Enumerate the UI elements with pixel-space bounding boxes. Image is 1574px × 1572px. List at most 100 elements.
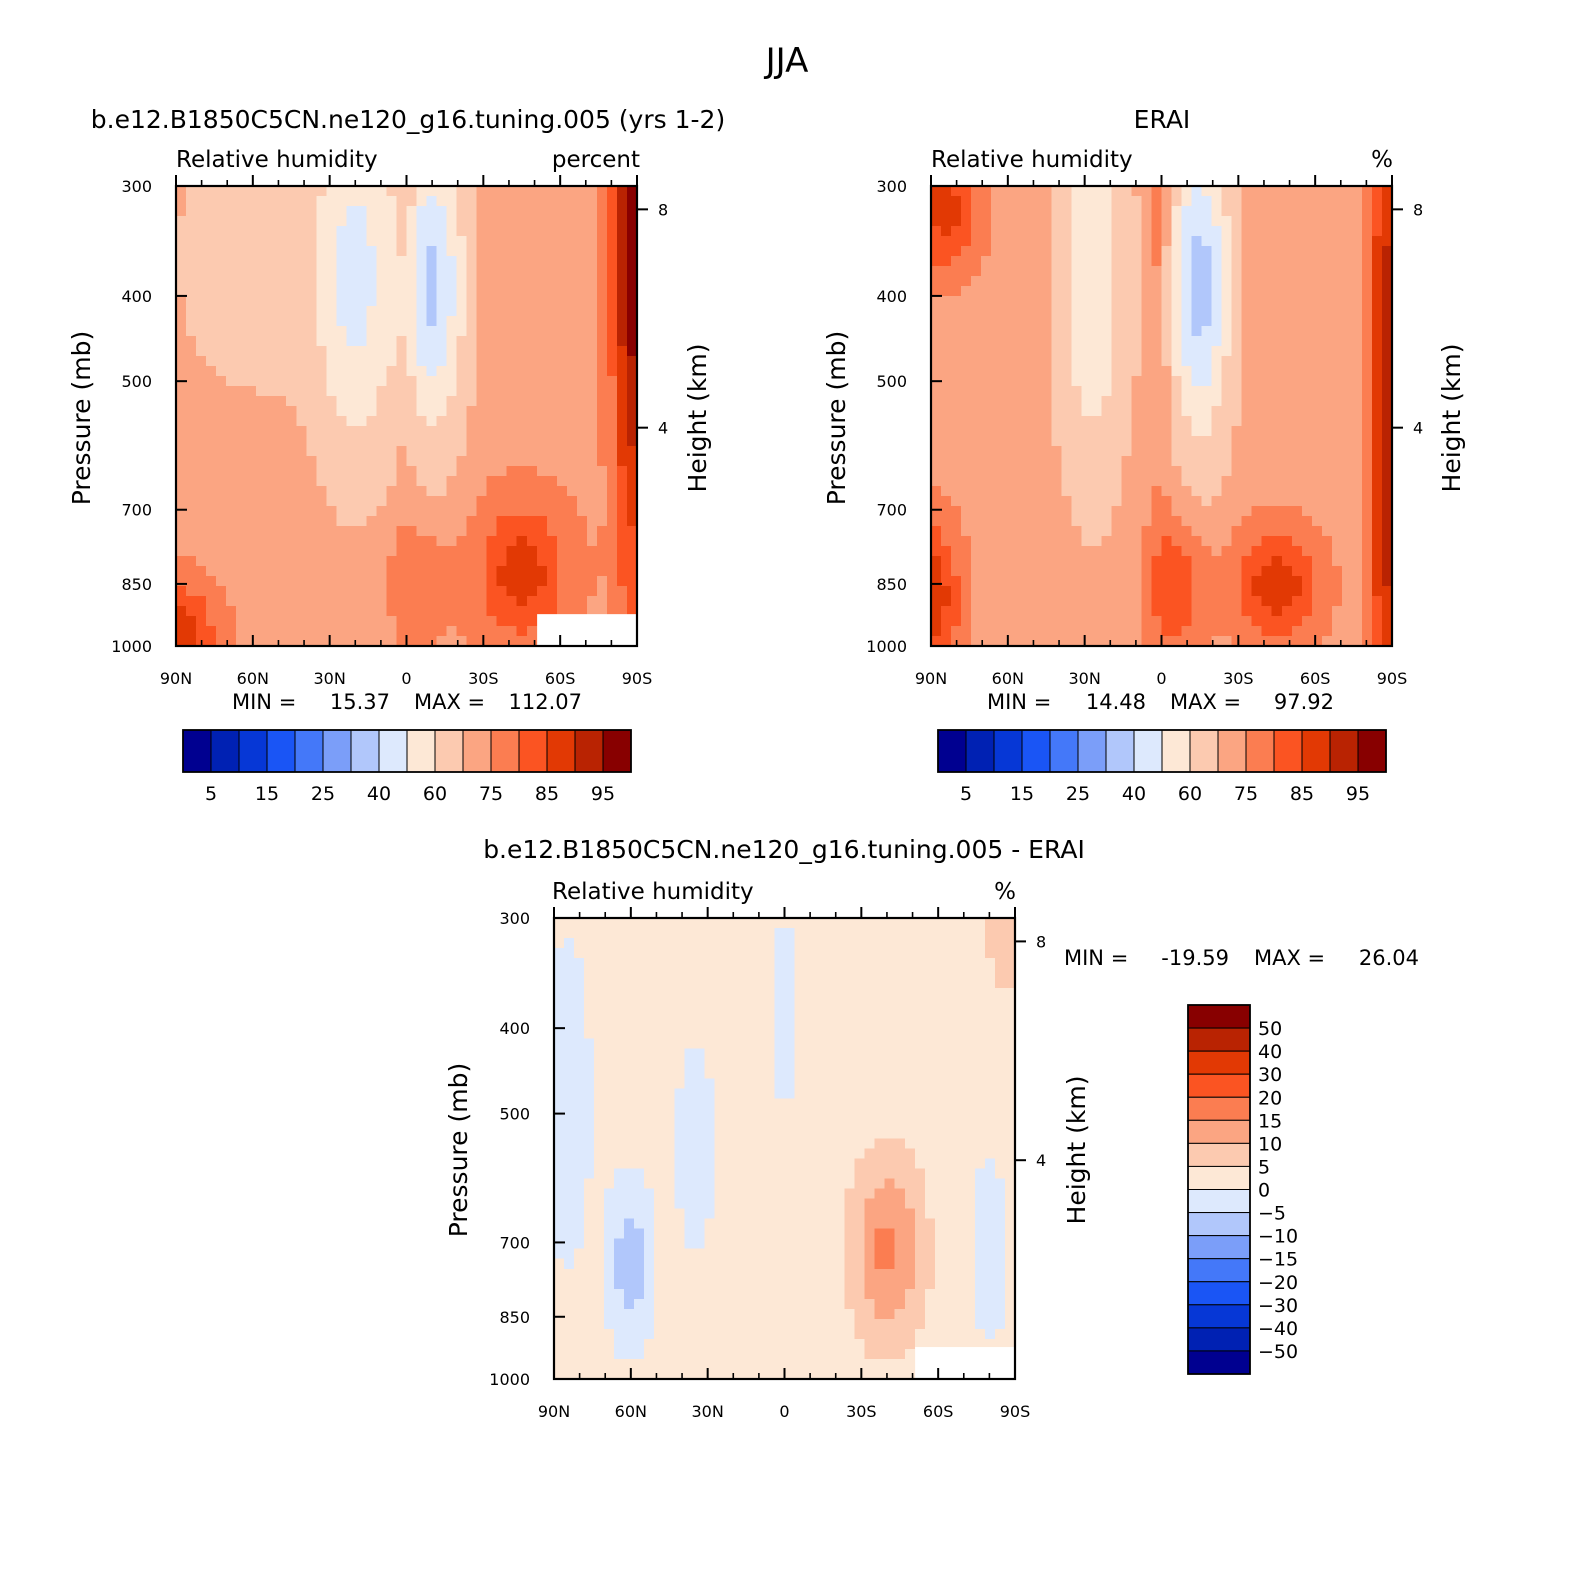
field-cell — [1181, 526, 1193, 537]
field-cell — [196, 626, 207, 637]
field-cell — [1301, 476, 1313, 487]
field-cell — [416, 416, 428, 427]
field-cell — [446, 396, 458, 407]
field-cell — [1061, 486, 1072, 497]
field-cell — [951, 376, 962, 387]
field-cell — [664, 1058, 675, 1069]
field-cell — [206, 326, 217, 337]
field-cell — [1251, 596, 1263, 607]
field-cell — [1121, 496, 1133, 507]
field-cell — [1281, 616, 1293, 627]
field-cell — [1211, 266, 1223, 277]
field-cell — [566, 276, 578, 287]
field-cell — [576, 226, 588, 237]
field-cell — [634, 1348, 645, 1360]
field-cell — [576, 246, 588, 257]
field-cell — [316, 546, 327, 557]
field-cell — [216, 186, 227, 197]
field-cell — [604, 1088, 615, 1099]
field-cell — [624, 1168, 635, 1180]
field-cell — [584, 1288, 595, 1300]
field-cell — [1271, 476, 1283, 487]
field-cell — [486, 416, 498, 427]
field-cell — [326, 366, 337, 377]
field-cell — [256, 326, 267, 337]
field-cell — [376, 336, 388, 347]
field-cell — [266, 346, 277, 357]
field-cell — [1261, 196, 1273, 207]
field-cell — [1321, 206, 1333, 217]
field-cell — [624, 1338, 635, 1350]
field-cell — [536, 516, 548, 527]
field-cell — [546, 436, 558, 447]
field-cell — [1281, 436, 1293, 447]
field-cell — [931, 596, 942, 607]
field-cell — [1061, 526, 1072, 537]
field-cell — [426, 596, 438, 607]
field-cell — [236, 536, 247, 547]
field-cell — [196, 206, 207, 217]
contour-field — [931, 186, 1393, 647]
field-cell — [1251, 396, 1263, 407]
field-cell — [1101, 396, 1112, 407]
field-cell — [336, 196, 347, 207]
field-cell — [981, 206, 992, 217]
field-cell — [226, 346, 237, 357]
field-cell — [1351, 196, 1363, 207]
field-cell — [1141, 266, 1153, 277]
field-cell — [1041, 486, 1052, 497]
field-cell — [396, 376, 408, 387]
field-cell — [326, 436, 337, 447]
field-cell — [626, 406, 638, 417]
field-cell — [644, 1108, 655, 1120]
field-cell — [664, 1168, 675, 1180]
field-cell — [536, 416, 548, 427]
field-cell — [554, 1128, 565, 1140]
field-cell — [1261, 476, 1273, 487]
field-cell — [1201, 326, 1213, 337]
field-cell — [1131, 456, 1143, 467]
field-cell — [1301, 396, 1313, 407]
field-cell — [536, 216, 548, 227]
field-cell — [1241, 286, 1253, 297]
field-cell — [536, 376, 548, 387]
field-cell — [256, 366, 267, 377]
field-cell — [584, 1178, 595, 1190]
field-cell — [1081, 596, 1092, 607]
field-cell — [576, 276, 588, 287]
field-cell — [596, 296, 608, 307]
field-cell — [596, 456, 608, 467]
field-cell — [1231, 546, 1243, 557]
field-cell — [436, 346, 448, 357]
field-cell — [326, 556, 337, 567]
field-cell — [496, 326, 508, 337]
field-cell — [981, 446, 992, 457]
field-cell — [564, 1078, 575, 1089]
field-cell — [1381, 556, 1393, 567]
field-cell — [526, 366, 538, 377]
field-cell — [1281, 636, 1293, 647]
field-cell — [346, 386, 357, 397]
field-cell — [574, 1088, 585, 1099]
field-cell — [406, 506, 418, 517]
field-cell — [1351, 326, 1363, 337]
field-cell — [616, 316, 628, 327]
field-cell — [971, 426, 982, 437]
field-cell — [286, 446, 297, 457]
field-cell — [556, 516, 568, 527]
field-cell — [426, 426, 438, 437]
field-cell — [246, 266, 257, 277]
field-cell — [1271, 586, 1283, 597]
field-cell — [574, 1328, 585, 1340]
field-cell — [286, 196, 297, 207]
field-cell — [486, 276, 498, 287]
field-cell — [1381, 586, 1393, 597]
colorbar-swatch — [965, 729, 995, 773]
field-cell — [616, 546, 628, 557]
field-cell — [1031, 456, 1042, 467]
field-cell — [1221, 606, 1233, 617]
field-cell — [1381, 266, 1393, 277]
field-cell — [216, 366, 227, 377]
field-cell — [971, 306, 982, 317]
field-cell — [1181, 556, 1193, 567]
